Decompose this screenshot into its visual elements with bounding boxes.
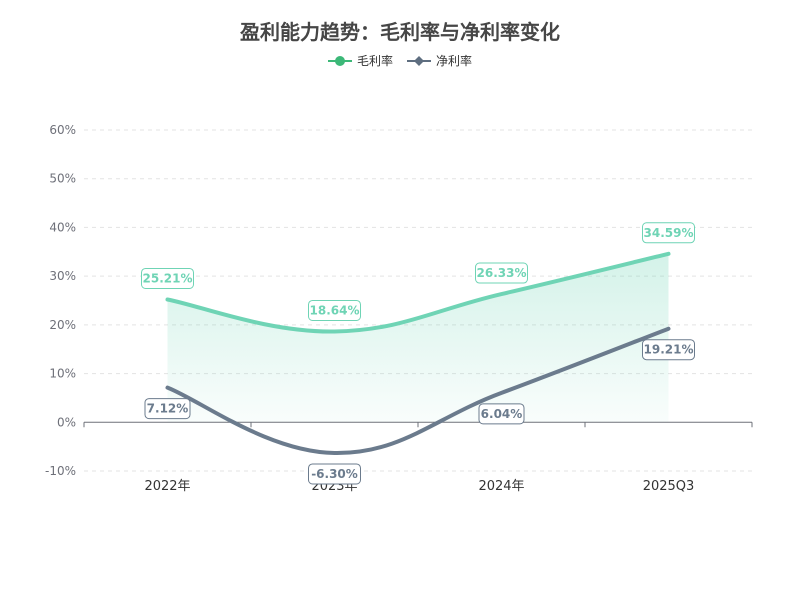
- data-label: 7.12%: [144, 398, 191, 420]
- legend-item-gross-margin[interactable]: 毛利率: [327, 52, 393, 69]
- series-line-0: [165, 251, 671, 334]
- data-label-box: [141, 267, 194, 289]
- data-label: 34.59%: [642, 222, 695, 244]
- data-label-text: 34.59%: [644, 226, 694, 240]
- legend-item-net-margin[interactable]: 净利率: [407, 52, 472, 69]
- legend-label-net-margin: 净利率: [436, 54, 473, 68]
- series-line-1: [165, 326, 671, 455]
- data-label: 18.64%: [308, 299, 361, 321]
- data-label-text: 7.12%: [147, 402, 189, 416]
- chart-title: 盈利能力趋势：毛利率与净利率变化: [240, 20, 560, 44]
- y-tick-label: 30%: [49, 269, 76, 283]
- data-label: 19.21%: [642, 339, 695, 361]
- x-tick-label: 2024年: [478, 479, 524, 494]
- legend: 毛利率 净利率: [0, 52, 800, 69]
- y-tick-label: 60%: [49, 123, 76, 137]
- legend-label-gross-margin: 毛利率: [356, 54, 393, 68]
- data-label-box: [475, 262, 528, 284]
- data-label-box: [478, 403, 525, 425]
- data-label: 6.04%: [478, 403, 525, 425]
- y-tick-label: 10%: [49, 367, 76, 381]
- x-tick-label: 2022年: [144, 479, 190, 494]
- series-area-0: [167, 253, 669, 423]
- data-label-text: 25.21%: [143, 271, 193, 285]
- y-tick-label: 40%: [49, 220, 76, 234]
- legend-line-diamond-icon: [407, 55, 431, 66]
- data-label-box: [642, 222, 695, 244]
- x-tick-label: 2025Q3: [643, 479, 695, 494]
- data-label: 26.33%: [475, 262, 528, 284]
- data-label-text: 19.21%: [644, 343, 694, 357]
- data-label-box: [642, 339, 695, 361]
- data-label-box: [144, 398, 191, 420]
- data-label-text: 26.33%: [477, 266, 527, 280]
- data-label-text: 18.64%: [310, 303, 360, 317]
- y-tick-label: 20%: [49, 318, 76, 332]
- data-label-box: [308, 299, 361, 321]
- y-tick-label: -10%: [45, 464, 76, 478]
- y-tick-label: 0%: [57, 415, 76, 429]
- data-label: -6.30%: [308, 463, 361, 485]
- data-label-box: [308, 463, 361, 485]
- data-label-text: 6.04%: [481, 407, 523, 421]
- data-label: 25.21%: [141, 267, 194, 289]
- y-tick-label: 50%: [49, 172, 76, 186]
- data-label-text: -6.30%: [311, 467, 358, 481]
- legend-line-circle-icon: [327, 55, 352, 66]
